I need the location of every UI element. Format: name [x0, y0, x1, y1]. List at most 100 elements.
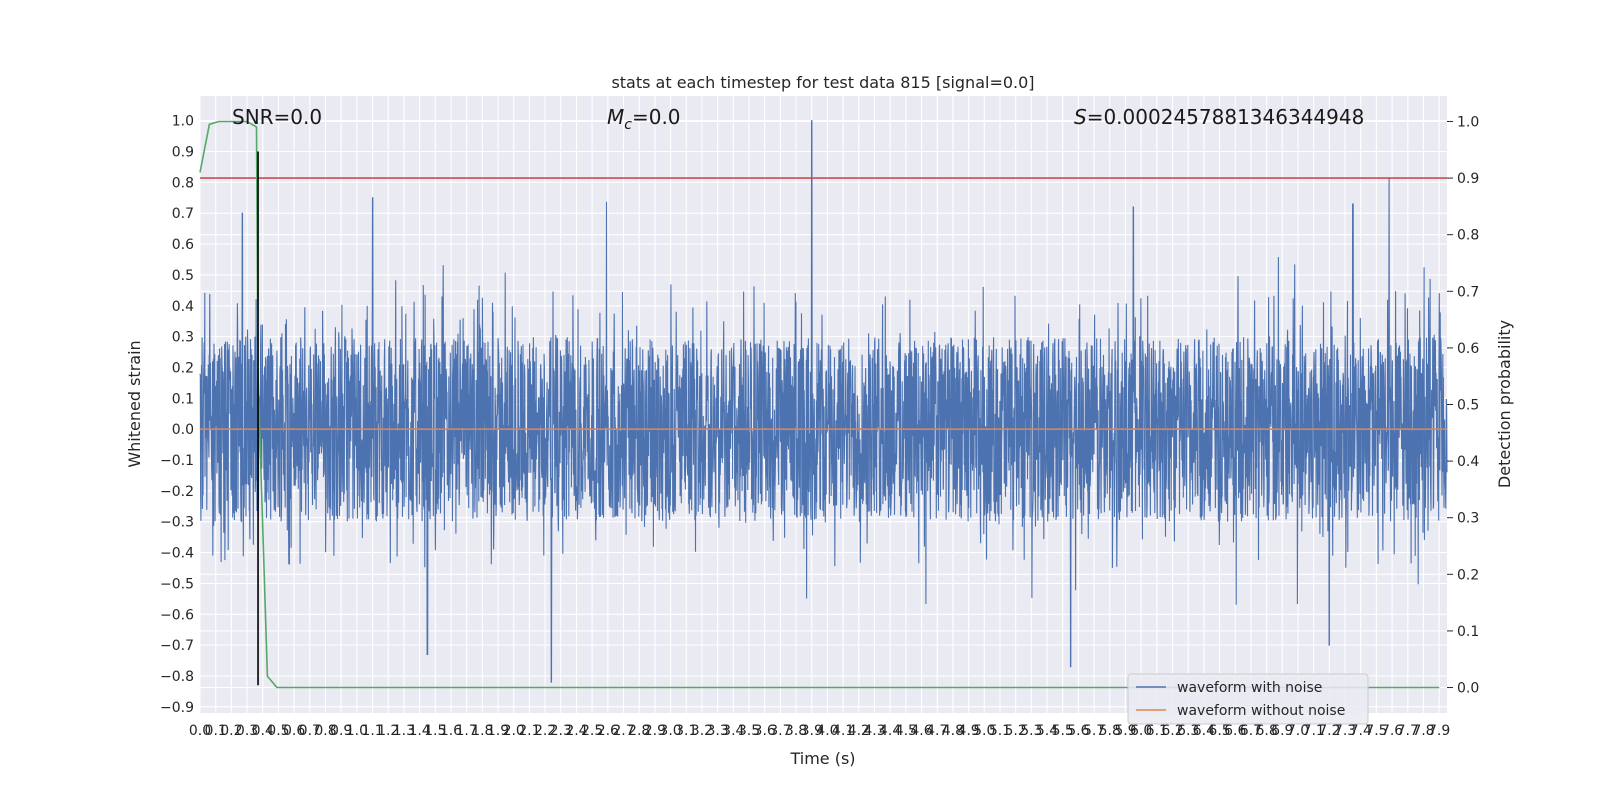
x-tick-label: 4.1: [832, 723, 854, 739]
x-tick-label: 0.9: [330, 723, 352, 739]
mc-subscript: c: [624, 117, 632, 133]
x-tick-label: 1.8: [471, 723, 493, 739]
x-tick-label: 3.7: [769, 723, 791, 739]
y-right-tick-labels: 0.0 0.1 0.2 0.3 0.4 0.5 0.6 0.7 0.8 0.9 1.0: [1447, 114, 1479, 697]
x-tick-label: 4.4: [879, 723, 901, 739]
y-tick-label: 0.3: [172, 330, 194, 346]
x-tick-label: 7.3: [1334, 723, 1356, 739]
x-tick-label: 3.3: [706, 723, 728, 739]
x-tick-label: 1.7: [456, 723, 478, 739]
y-right-tick-label: 0.7: [1457, 284, 1479, 300]
x-tick-label: 0.1: [205, 723, 227, 739]
x-tick-label: 6.8: [1255, 723, 1277, 739]
x-tick-label: 0.2: [220, 723, 242, 739]
x-tick-label: 2.2: [534, 723, 556, 739]
y-tick-label: 0.6: [172, 237, 194, 253]
x-tick-label: 2.9: [644, 723, 666, 739]
x-tick-label: 2.0: [503, 723, 525, 739]
chirp-mass-annotation: Mc=0.0: [607, 105, 681, 133]
y-tick-label: −0.4: [160, 546, 194, 562]
detection-probability-series: [199, 120, 1447, 689]
y-tick-label: −0.3: [160, 515, 194, 531]
x-tick-label: 0.8: [314, 723, 336, 739]
y-tick-labels: −0.9 −0.8 −0.7 −0.6 −0.5 −0.4 −0.3 −0.2 −0.1 0.0 0…: [160, 114, 194, 716]
x-tick-label: 3.4: [722, 723, 744, 739]
x-tick-label: 0.3: [236, 723, 258, 739]
x-tick-label: 6.4: [1193, 723, 1215, 739]
x-tick-label: 6.6: [1224, 723, 1246, 739]
x-tick-label: 0.0: [189, 723, 211, 739]
x-tick-label: 0.6: [283, 723, 305, 739]
x-tick-label: 7.8: [1412, 723, 1434, 739]
y-tick-label: 0.9: [172, 145, 194, 161]
x-axis-label: Time (s): [789, 749, 855, 768]
x-tick-label: 5.1: [989, 723, 1011, 739]
x-tick-label: 1.1: [361, 723, 383, 739]
y-tick-label: −0.6: [160, 607, 194, 623]
y-right-tick-label: 1.0: [1457, 114, 1479, 130]
x-tick-label: 2.8: [628, 723, 650, 739]
x-tick-label: 6.2: [1161, 723, 1183, 739]
y-axis-label: Whitened strain: [125, 340, 144, 467]
x-tick-label: 1.9: [487, 723, 509, 739]
x-tick-label: 7.0: [1287, 723, 1309, 739]
x-tick-label: 0.7: [299, 723, 321, 739]
x-tick-label: 7.6: [1381, 723, 1403, 739]
mc-symbol: M: [607, 105, 624, 129]
x-tick-labels: 0.00.10.20.30.40.50.60.70.80.91.01.11.21…: [189, 723, 1450, 739]
y-tick-label: 0.0: [172, 422, 194, 438]
y-right-tick-label: 0.6: [1457, 341, 1479, 357]
x-tick-label: 3.1: [675, 723, 697, 739]
y-tick-label: −0.5: [160, 576, 194, 592]
detection-probability-line: [199, 120, 1440, 689]
x-tick-label: 4.6: [910, 723, 932, 739]
x-tick-label: 3.5: [738, 723, 760, 739]
x-tick-label: 5.4: [1036, 723, 1058, 739]
y-right-axis-label: Detection probability: [1495, 320, 1514, 488]
x-tick-label: 1.5: [424, 723, 446, 739]
y-tick-label: 0.8: [172, 175, 194, 191]
x-tick-label: 2.4: [565, 723, 587, 739]
x-tick-label: 2.5: [581, 723, 603, 739]
x-tick-label: 4.5: [895, 723, 917, 739]
snr-annotation: SNR=0.0: [232, 105, 322, 129]
x-tick-label: 4.0: [816, 723, 838, 739]
y-right-tick-label: 0.9: [1457, 171, 1479, 187]
x-tick-label: 7.2: [1318, 723, 1340, 739]
y-tick-label: 0.4: [172, 299, 194, 315]
x-tick-label: 5.0: [973, 723, 995, 739]
y-tick-label: −0.7: [160, 638, 194, 654]
x-tick-label: 5.2: [1005, 723, 1027, 739]
y-tick-label: −0.2: [160, 484, 194, 500]
y-right-tick-label: 0.2: [1457, 567, 1479, 583]
x-tick-label: 7.1: [1303, 723, 1325, 739]
y-right-tick-label: 0.5: [1457, 398, 1479, 414]
x-tick-label: 0.4: [252, 723, 274, 739]
y-tick-label: 1.0: [172, 114, 194, 130]
mc-value: =0.0: [632, 105, 681, 129]
y-right-tick-label: 0.1: [1457, 624, 1479, 640]
x-tick-label: 5.7: [1083, 723, 1105, 739]
y-right-tick-label: 0.8: [1457, 228, 1479, 244]
x-tick-label: 5.6: [1067, 723, 1089, 739]
y-tick-label: −0.1: [160, 453, 194, 469]
x-tick-label: 3.6: [754, 723, 776, 739]
x-tick-label: 4.9: [957, 723, 979, 739]
x-tick-label: 7.4: [1350, 723, 1372, 739]
x-tick-label: 2.1: [518, 723, 540, 739]
chart-title: stats at each timestep for test data 815…: [611, 73, 1034, 92]
x-tick-label: 6.0: [1130, 723, 1152, 739]
x-tick-label: 4.7: [926, 723, 948, 739]
x-tick-label: 0.5: [267, 723, 289, 739]
x-tick-label: 3.0: [659, 723, 681, 739]
x-tick-label: 3.8: [785, 723, 807, 739]
x-tick-label: 6.9: [1271, 723, 1293, 739]
x-tick-label: 7.9: [1428, 723, 1450, 739]
legend-label-clean: waveform without noise: [1177, 703, 1345, 719]
x-tick-label: 1.4: [408, 723, 430, 739]
y-tick-label: 0.2: [172, 360, 194, 376]
x-tick-label: 5.9: [1114, 723, 1136, 739]
s-annotation: S=0.0002457881346344948: [1074, 105, 1364, 129]
x-tick-label: 1.2: [377, 723, 399, 739]
y-tick-label: 0.5: [172, 268, 194, 284]
